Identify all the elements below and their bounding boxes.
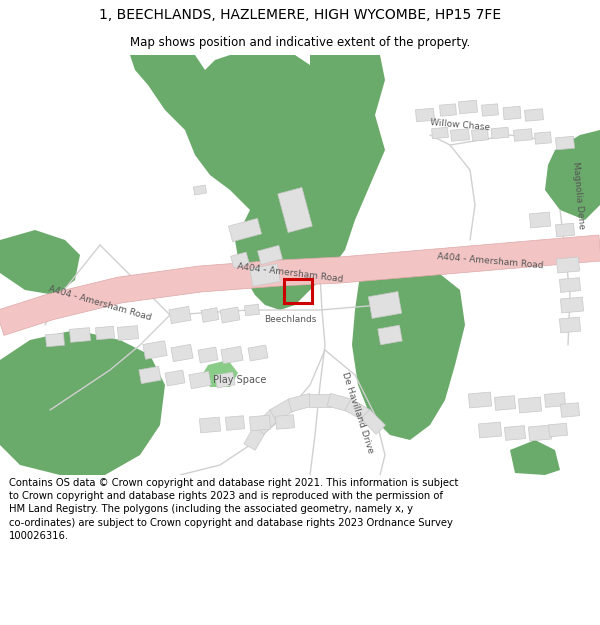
Text: Willow Chase: Willow Chase: [430, 118, 490, 132]
Text: De Havilland Drive: De Havilland Drive: [341, 371, 376, 455]
Bar: [221, 346, 243, 364]
Bar: [518, 397, 542, 413]
Bar: [560, 297, 584, 313]
Bar: [278, 188, 312, 232]
Bar: [189, 371, 211, 389]
Text: A404 - Amersham Road: A404 - Amersham Road: [236, 262, 343, 284]
Text: Play Space: Play Space: [214, 375, 266, 385]
Bar: [556, 136, 574, 150]
Bar: [556, 257, 580, 273]
Bar: [494, 396, 515, 411]
Polygon shape: [0, 230, 80, 295]
Bar: [559, 317, 581, 333]
Bar: [478, 422, 502, 438]
Bar: [248, 345, 268, 361]
Bar: [544, 392, 566, 408]
Bar: [535, 132, 551, 144]
Bar: [245, 304, 259, 316]
Bar: [548, 423, 568, 437]
Polygon shape: [202, 360, 238, 387]
Polygon shape: [0, 330, 165, 475]
Bar: [440, 104, 457, 116]
Bar: [118, 326, 139, 341]
Bar: [226, 416, 245, 430]
Polygon shape: [130, 55, 385, 310]
Bar: [327, 393, 352, 412]
Bar: [505, 426, 526, 441]
Bar: [559, 278, 581, 292]
Bar: [458, 100, 478, 114]
Bar: [482, 104, 499, 116]
Polygon shape: [510, 440, 560, 475]
Bar: [229, 218, 262, 242]
Bar: [472, 129, 488, 141]
Bar: [309, 394, 331, 406]
Bar: [231, 252, 249, 268]
Bar: [220, 307, 240, 323]
Polygon shape: [352, 260, 465, 440]
Bar: [275, 415, 295, 429]
Text: Contains OS data © Crown copyright and database right 2021. This information is : Contains OS data © Crown copyright and d…: [9, 478, 458, 541]
Text: A404 - Amersham Road: A404 - Amersham Road: [47, 284, 152, 322]
Bar: [139, 366, 161, 384]
Bar: [250, 264, 280, 286]
Bar: [556, 223, 574, 237]
Bar: [143, 341, 167, 359]
Bar: [361, 409, 385, 434]
Bar: [529, 425, 551, 441]
Bar: [368, 291, 401, 319]
Bar: [193, 185, 206, 195]
Bar: [165, 370, 185, 386]
Polygon shape: [545, 130, 600, 220]
Bar: [469, 392, 491, 408]
Bar: [270, 399, 295, 421]
Bar: [529, 212, 551, 228]
Bar: [244, 425, 266, 450]
Text: Map shows position and indicative extent of the property.: Map shows position and indicative extent…: [130, 36, 470, 49]
Polygon shape: [0, 235, 600, 336]
Bar: [198, 347, 218, 363]
Bar: [215, 372, 235, 388]
Bar: [431, 127, 448, 139]
Bar: [416, 108, 434, 122]
Bar: [171, 344, 193, 362]
Text: Beechlands: Beechlands: [264, 315, 316, 324]
Bar: [491, 127, 509, 139]
Bar: [46, 333, 64, 347]
Bar: [95, 326, 115, 340]
Bar: [503, 106, 521, 120]
Text: A404 - Amersham Road: A404 - Amersham Road: [437, 252, 544, 270]
Bar: [284, 279, 312, 303]
Bar: [169, 306, 191, 324]
Bar: [524, 109, 544, 121]
Bar: [514, 129, 532, 141]
Bar: [345, 399, 370, 421]
Bar: [288, 393, 313, 412]
Bar: [257, 246, 283, 264]
Bar: [201, 308, 219, 322]
Bar: [560, 402, 580, 418]
Bar: [451, 129, 469, 141]
Text: Magnolia Dene: Magnolia Dene: [571, 161, 586, 229]
Bar: [250, 415, 271, 431]
Bar: [70, 328, 91, 342]
Bar: [254, 409, 280, 434]
Text: 1, BEECHLANDS, HAZLEMERE, HIGH WYCOMBE, HP15 7FE: 1, BEECHLANDS, HAZLEMERE, HIGH WYCOMBE, …: [99, 8, 501, 22]
Bar: [378, 325, 402, 345]
Bar: [199, 417, 221, 433]
